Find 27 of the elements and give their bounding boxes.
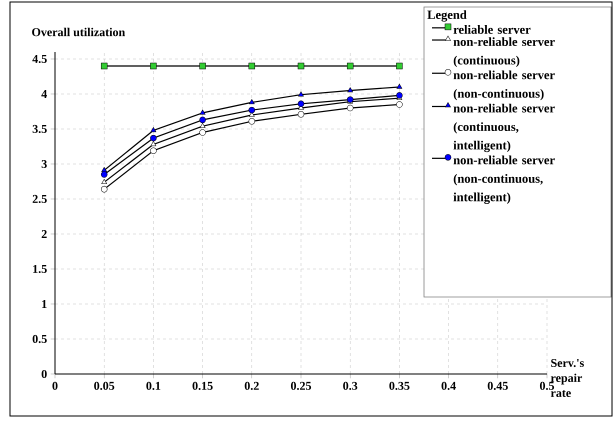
y-tick-label: 3.5 — [32, 124, 47, 134]
y-tick-label: 4 — [41, 90, 47, 98]
y-tick-label: 2 — [42, 230, 47, 238]
y-tick-label: 0.5 — [32, 334, 47, 344]
x-tick-label: 0.15 — [192, 382, 213, 390]
legend-label: non-reliable server (continuous) — [454, 37, 555, 68]
legend-label: non-reliable server (non-continuous) — [454, 70, 555, 100]
y-tick-label: 1.5 — [33, 264, 47, 274]
y-tick-label: 4.5 — [32, 54, 47, 64]
y-tick-label: 3 — [42, 160, 47, 168]
x-tick-label: 0.25 — [290, 382, 312, 390]
legend-label: non-reliable server (continuous, intelligent) — [453, 104, 555, 152]
x-tick-label: 0.45 — [488, 382, 508, 390]
x-tick-label: 0.3 — [343, 382, 358, 390]
y-tick-label: 2.5 — [32, 194, 47, 204]
x-tick-label: 0.2 — [244, 382, 259, 390]
x-tick-label: 0 — [52, 382, 58, 390]
legend-label: reliable server — [454, 25, 530, 34]
legend-label: non-reliable server (non-continuous, intelligent) — [453, 156, 555, 204]
x-tick-label: 0.1 — [146, 382, 160, 390]
y-axis-title: Overall utilization — [32, 28, 126, 36]
x-tick-label: 0.05 — [94, 382, 114, 390]
y-tick-label: 1 — [42, 300, 47, 308]
legend-title: Legend — [427, 10, 467, 22]
x-tick-label: 0.35 — [389, 382, 410, 390]
x-tick-label: 0.4 — [442, 382, 456, 390]
y-tick-label: 0 — [42, 370, 47, 378]
